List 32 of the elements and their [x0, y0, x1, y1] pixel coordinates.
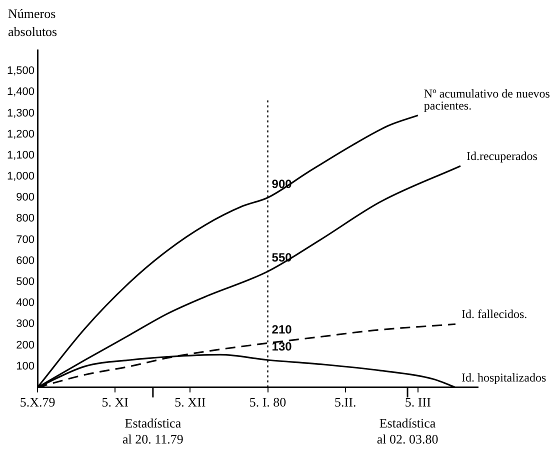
- series-label: Id.recuperados: [466, 148, 538, 163]
- y-tick-label: 200: [16, 339, 35, 352]
- y-tick-label: 1,200: [6, 128, 35, 140]
- y-tick-label: 1,000: [6, 170, 35, 183]
- y-tick-label: 400: [16, 297, 35, 310]
- y-tick-label: 100: [16, 360, 35, 372]
- y-tick-label: 800: [16, 212, 35, 225]
- annotation: 210: [272, 322, 292, 336]
- x-tick-label: 5.X.79: [20, 394, 56, 410]
- y-tick-label: 900: [16, 192, 35, 204]
- y-tick-label: 1,400: [6, 86, 35, 98]
- y-tick-label: 500: [16, 276, 35, 288]
- x-tick-label: 5.II.: [334, 394, 356, 410]
- annotation: 900: [272, 176, 292, 191]
- annotation: 550: [272, 250, 292, 265]
- y-axis-title: Números absolutos: [8, 6, 58, 39]
- series-label: Id. hospitalizados: [461, 370, 546, 384]
- x-tick-label: 5. XII: [174, 394, 206, 410]
- text: Estadística al 20. 11.79: [122, 415, 184, 446]
- y-tick-label: 1,300: [6, 107, 35, 120]
- annotation: 130: [272, 339, 292, 354]
- x-tick-label: 5. XI: [102, 394, 128, 410]
- series-label: Id. fallecidos.: [461, 307, 528, 322]
- x-tick-label: 5. III: [404, 394, 431, 410]
- y-tick-label: 1,500: [6, 65, 35, 78]
- y-tick-label: 600: [16, 254, 35, 267]
- text: Estadística al 02. 03.80: [376, 415, 438, 446]
- series-label: Nº acumulativo de nuevos pacientes.: [424, 86, 550, 112]
- y-tick-label: 1,100: [6, 149, 35, 162]
- y-tick-label: 700: [16, 234, 35, 246]
- x-tick-label: 5. I. 80: [249, 394, 286, 410]
- y-tick-label: 300: [16, 318, 35, 330]
